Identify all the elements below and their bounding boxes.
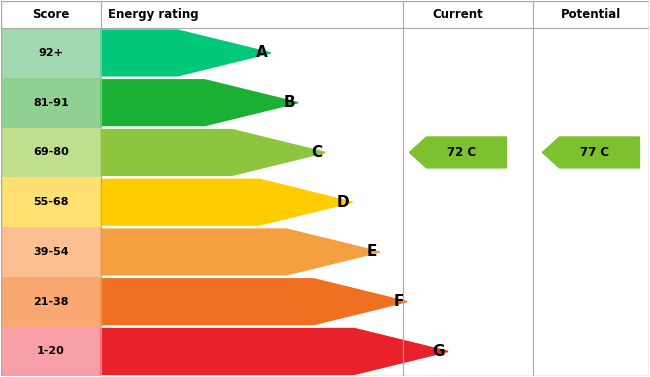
Polygon shape — [101, 130, 326, 175]
Text: Energy rating: Energy rating — [108, 8, 198, 21]
Polygon shape — [101, 30, 271, 76]
Bar — [1, 277, 101, 326]
Bar — [1, 227, 101, 277]
Text: 39-54: 39-54 — [33, 247, 69, 257]
Text: 55-68: 55-68 — [33, 197, 69, 207]
Text: A: A — [256, 46, 268, 60]
Text: 92+: 92+ — [38, 48, 64, 58]
Text: Potential: Potential — [561, 8, 621, 21]
Polygon shape — [542, 137, 640, 168]
Bar — [1, 127, 101, 177]
Text: Current: Current — [433, 8, 484, 21]
Polygon shape — [101, 328, 448, 374]
Bar — [1, 177, 101, 227]
Text: B: B — [283, 95, 295, 110]
Bar — [1, 326, 101, 376]
Text: C: C — [311, 145, 322, 160]
Bar — [1, 78, 101, 127]
Polygon shape — [101, 179, 353, 225]
Text: 1-20: 1-20 — [37, 346, 65, 356]
Text: D: D — [337, 195, 350, 210]
Polygon shape — [101, 229, 380, 275]
Polygon shape — [101, 80, 298, 126]
Text: 69-80: 69-80 — [33, 147, 69, 158]
Text: 72 C: 72 C — [447, 146, 476, 159]
Text: 21-38: 21-38 — [33, 297, 69, 307]
Text: F: F — [393, 294, 404, 309]
Polygon shape — [410, 137, 506, 168]
Text: Score: Score — [32, 8, 70, 21]
Polygon shape — [101, 279, 407, 325]
Text: G: G — [432, 344, 445, 359]
Text: 77 C: 77 C — [580, 146, 609, 159]
Text: 81-91: 81-91 — [33, 98, 69, 108]
Text: E: E — [366, 244, 376, 259]
Bar — [1, 28, 101, 78]
